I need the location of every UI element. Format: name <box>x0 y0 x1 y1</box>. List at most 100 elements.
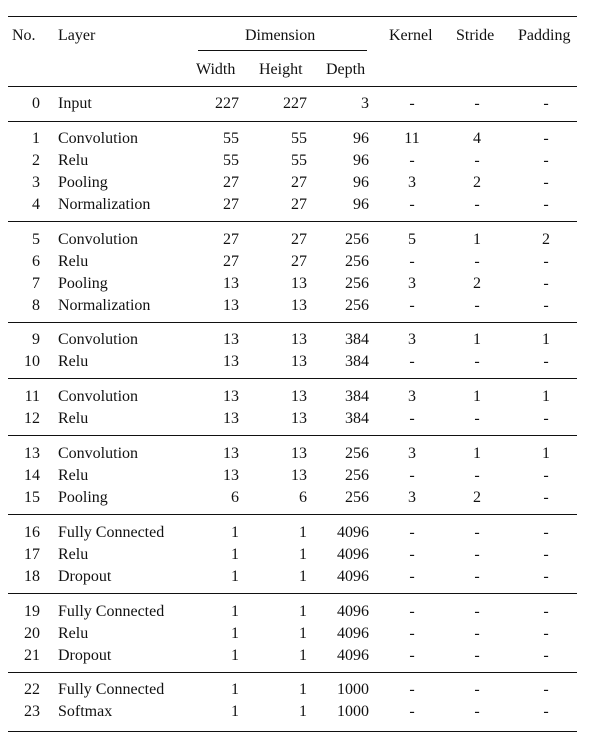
cell-depth: 256 <box>345 489 369 506</box>
cell-no: 5 <box>32 231 40 248</box>
cell-width: 27 <box>223 196 239 213</box>
cell-layer: Pooling <box>58 489 108 506</box>
cell-layer: Input <box>58 95 92 112</box>
cell-depth: 4096 <box>337 568 369 585</box>
cell-width: 13 <box>223 331 239 348</box>
cell-layer: Convolution <box>58 331 139 348</box>
cell-stride: - <box>474 196 480 213</box>
cell-depth: 384 <box>345 331 369 348</box>
cell-stride: - <box>474 546 480 563</box>
group-rule <box>8 221 577 222</box>
cell-width: 13 <box>223 297 239 314</box>
cell-depth: 256 <box>345 253 369 270</box>
cell-kernel: 5 <box>408 231 416 248</box>
cell-height: 13 <box>291 331 307 348</box>
cell-stride: - <box>474 681 480 698</box>
cell-padding: - <box>543 174 549 191</box>
cell-height: 55 <box>291 152 307 169</box>
cell-width: 1 <box>231 625 239 642</box>
cell-no: 3 <box>32 174 40 191</box>
cell-stride: - <box>474 524 480 541</box>
dimension-rule <box>198 50 367 51</box>
cell-kernel: - <box>409 253 415 270</box>
cell-stride: - <box>474 625 480 642</box>
cell-depth: 256 <box>345 275 369 292</box>
cell-kernel: - <box>409 95 415 112</box>
cell-width: 1 <box>231 546 239 563</box>
cell-width: 13 <box>223 388 239 405</box>
cell-kernel: 3 <box>408 445 416 462</box>
cell-no: 16 <box>24 524 40 541</box>
cell-padding: - <box>543 410 549 427</box>
cell-height: 1 <box>299 524 307 541</box>
cell-padding: 1 <box>542 331 550 348</box>
cell-kernel: 3 <box>408 275 416 292</box>
header-padding: Padding <box>518 27 571 44</box>
cell-layer: Relu <box>58 467 89 484</box>
group-rule <box>8 514 577 515</box>
cell-depth: 96 <box>353 152 369 169</box>
cell-height: 1 <box>299 603 307 620</box>
cell-padding: - <box>543 568 549 585</box>
cell-kernel: 3 <box>408 174 416 191</box>
cell-width: 13 <box>223 445 239 462</box>
cell-layer: Convolution <box>58 130 139 147</box>
cell-depth: 4096 <box>337 647 369 664</box>
cell-no: 7 <box>32 275 40 292</box>
header-no: No. <box>12 27 36 44</box>
cell-padding: - <box>543 603 549 620</box>
cell-no: 23 <box>24 703 40 720</box>
cell-depth: 4096 <box>337 546 369 563</box>
cell-stride: 1 <box>473 331 481 348</box>
cell-stride: - <box>474 647 480 664</box>
cell-stride: - <box>474 603 480 620</box>
cell-no: 0 <box>32 95 40 112</box>
cell-layer: Relu <box>58 152 89 169</box>
cell-height: 1 <box>299 546 307 563</box>
cell-padding: - <box>543 647 549 664</box>
cell-depth: 1000 <box>337 703 369 720</box>
cell-depth: 4096 <box>337 524 369 541</box>
cell-layer: Softmax <box>58 703 113 720</box>
cell-no: 9 <box>32 331 40 348</box>
cell-depth: 256 <box>345 467 369 484</box>
cell-depth: 256 <box>345 445 369 462</box>
cell-padding: - <box>543 130 549 147</box>
cell-width: 13 <box>223 275 239 292</box>
cell-width: 227 <box>215 95 239 112</box>
group-rule <box>8 322 577 323</box>
cell-no: 1 <box>32 130 40 147</box>
cell-depth: 96 <box>353 130 369 147</box>
cell-kernel: - <box>409 410 415 427</box>
cell-layer: Convolution <box>58 388 139 405</box>
cell-height: 13 <box>291 275 307 292</box>
cell-width: 1 <box>231 647 239 664</box>
cell-no: 21 <box>24 647 40 664</box>
cell-kernel: - <box>409 546 415 563</box>
cell-padding: 1 <box>542 388 550 405</box>
cell-depth: 96 <box>353 196 369 213</box>
cell-padding: - <box>543 703 549 720</box>
cell-kernel: - <box>409 703 415 720</box>
cell-no: 13 <box>24 445 40 462</box>
cell-padding: - <box>543 297 549 314</box>
cell-stride: - <box>474 353 480 370</box>
cell-depth: 256 <box>345 297 369 314</box>
cell-no: 12 <box>24 410 40 427</box>
cell-height: 13 <box>291 297 307 314</box>
header-height: Height <box>259 61 303 78</box>
group-rule <box>8 672 577 673</box>
cell-height: 1 <box>299 568 307 585</box>
cell-kernel: - <box>409 297 415 314</box>
cell-width: 1 <box>231 524 239 541</box>
group-rule <box>8 435 577 436</box>
cell-no: 6 <box>32 253 40 270</box>
group-rule <box>8 121 577 122</box>
cell-width: 13 <box>223 410 239 427</box>
cell-height: 27 <box>291 174 307 191</box>
cell-no: 20 <box>24 625 40 642</box>
cell-depth: 384 <box>345 353 369 370</box>
cell-layer: Relu <box>58 625 89 642</box>
header-stride: Stride <box>456 27 495 44</box>
